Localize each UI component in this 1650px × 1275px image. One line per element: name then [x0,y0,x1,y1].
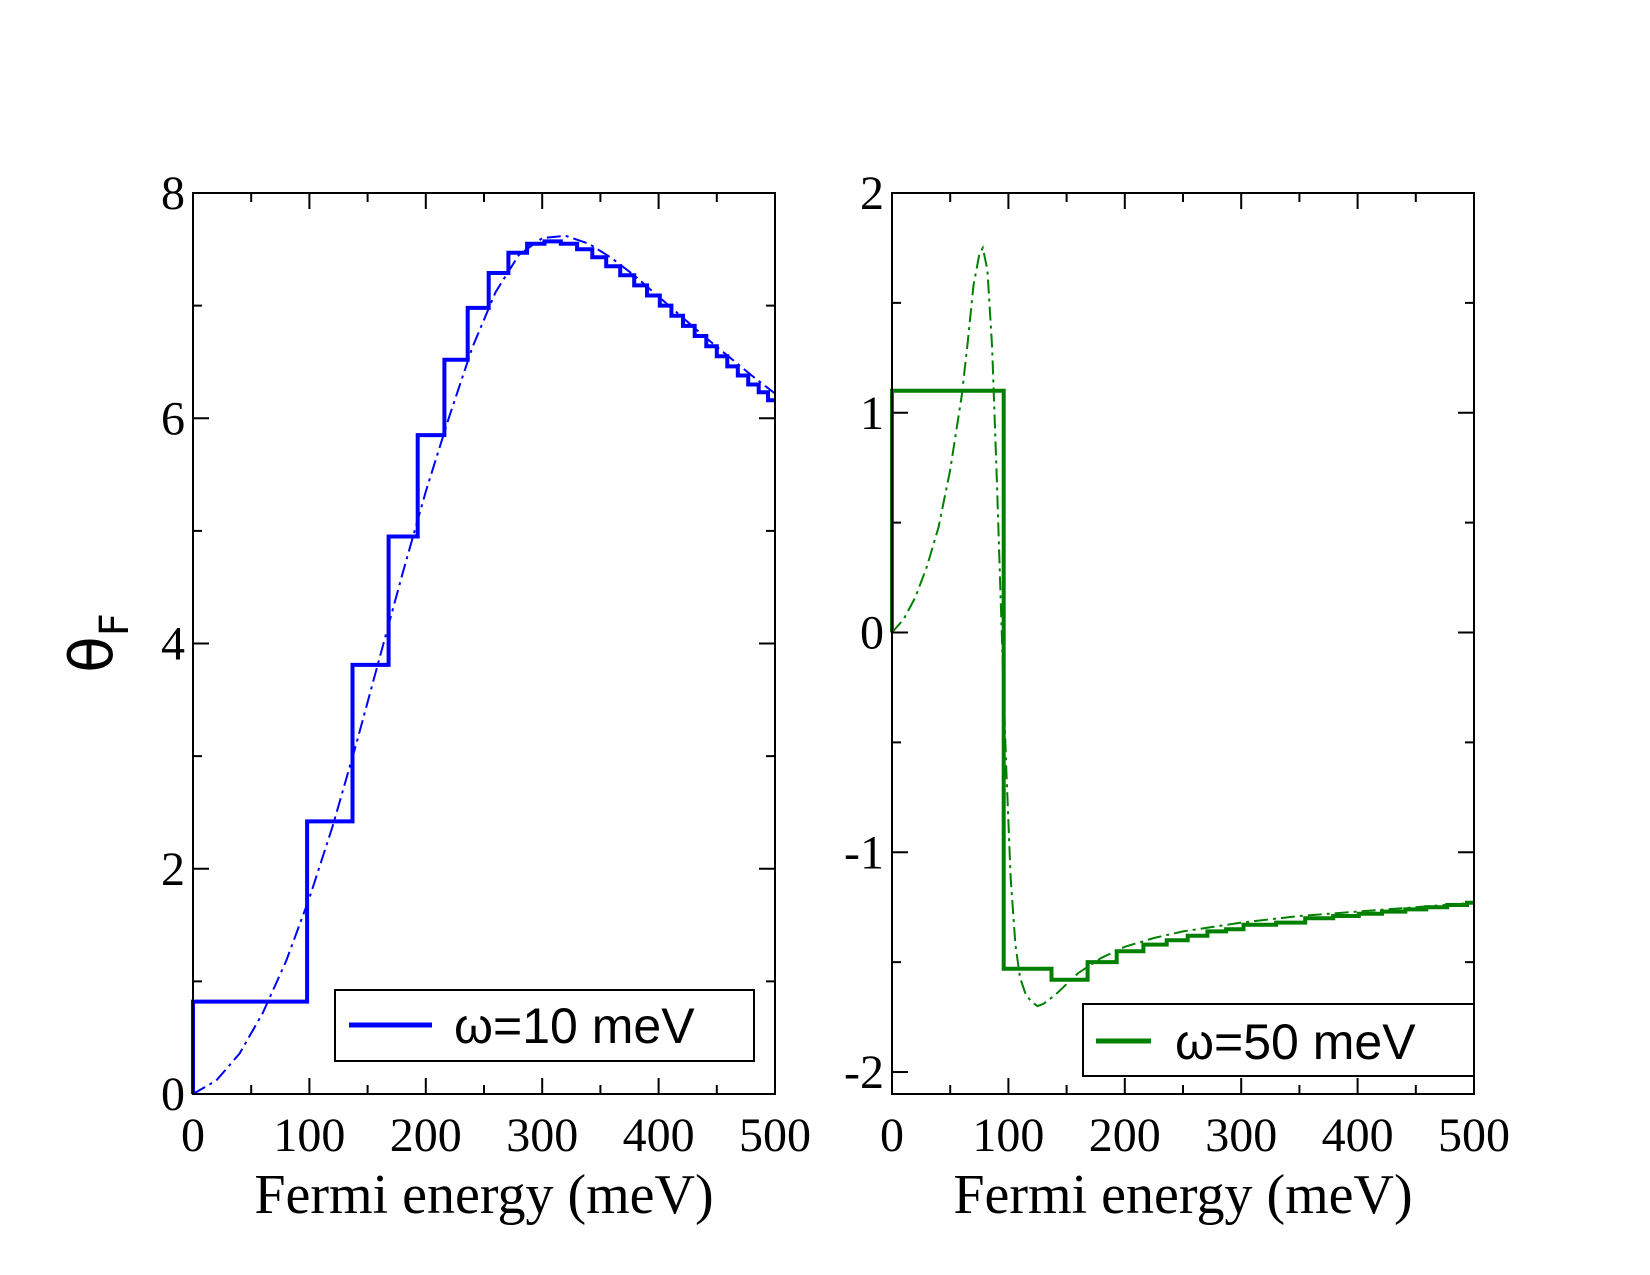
right-legend: ω=50 meV [1082,1003,1475,1077]
right-x-tick-label: 400 [1322,1109,1394,1162]
y-axis-title: θF [57,613,138,673]
left-series-dashdot-line [192,234,776,1095]
right-ticks [891,192,1475,1094]
left-ticks [192,192,776,1095]
left-plot-content [191,234,776,1095]
left-x-tick-label: 200 [390,1109,462,1162]
right-panel: 0 100 200 300 400 500 -2 -1 0 1 2 Fermi energy (me… [844,167,1510,1226]
right-x-tick-label: 100 [972,1109,1044,1162]
right-y-tick-label: -2 [844,1046,884,1099]
left-x-tick-label: 300 [506,1109,578,1162]
right-plot-content [890,244,1475,1008]
left-x-tick-label: 0 [181,1109,205,1162]
right-y-tick-label: 0 [860,607,884,660]
right-y-tick-label: 1 [860,387,884,440]
right-y-tick-label: 2 [860,167,884,220]
right-tick-labels: 0 100 200 300 400 500 -2 -1 0 1 2 [844,167,1510,1162]
left-y-tick-label: 6 [161,392,185,445]
left-x-axis-title: Fermi energy (meV) [254,1164,713,1226]
left-y-tick-label: 0 [161,1068,185,1121]
right-x-tick-label: 0 [880,1109,904,1162]
y-axis-title-symbol: θ [57,636,127,673]
left-x-tick-label: 500 [739,1109,811,1162]
left-x-tick-label: 400 [623,1109,695,1162]
left-tick-labels: 0 100 200 300 400 500 0 2 4 6 8 [161,167,811,1162]
left-legend-label: ω=10 meV [454,998,695,1054]
y-axis-title-subscript: F [92,613,138,636]
left-y-tick-label: 8 [161,167,185,220]
left-x-tick-label: 100 [273,1109,345,1162]
left-y-tick-label: 2 [161,843,185,896]
right-series-dashdot-line [891,244,1475,1008]
left-legend: ω=10 meV [334,989,755,1062]
left-axes-frame [192,192,776,1095]
left-series-step-line [191,239,775,1094]
right-series-step-line [890,388,1474,982]
right-x-tick-label: 300 [1205,1109,1277,1162]
right-y-tick-label: -1 [844,826,884,879]
right-axes-frame [891,192,1475,1095]
left-panel: 0 100 200 300 400 500 0 2 4 6 8 Fermi energy (meV)… [57,167,811,1226]
right-x-axis-title: Fermi energy (meV) [953,1164,1412,1226]
right-x-tick-label: 500 [1438,1109,1510,1162]
right-legend-label: ω=50 meV [1175,1014,1416,1070]
right-x-tick-label: 200 [1089,1109,1161,1162]
left-y-tick-label: 4 [161,618,185,671]
